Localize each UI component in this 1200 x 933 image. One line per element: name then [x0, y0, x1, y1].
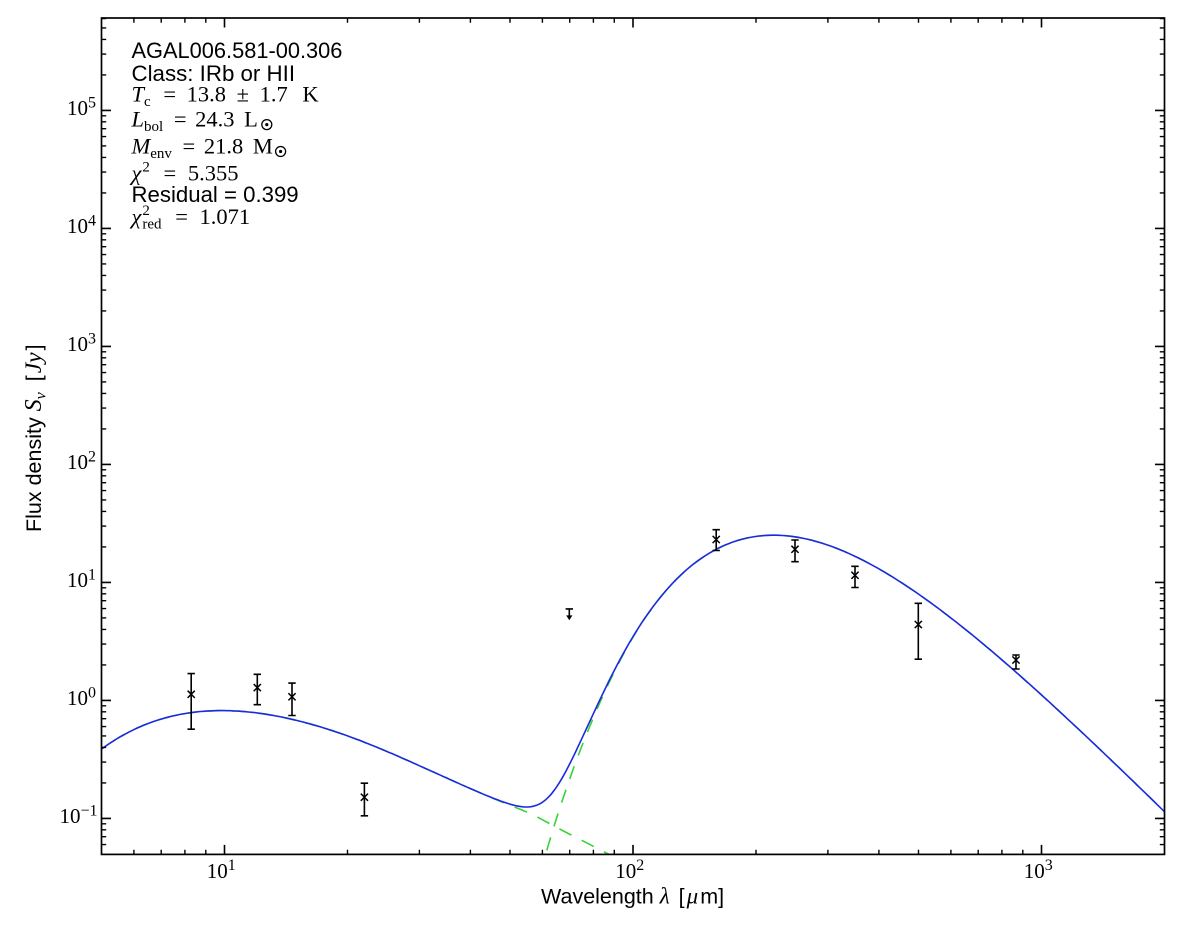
svg-text:Class: IRb or HII: Class: IRb or HII: [132, 61, 296, 86]
svg-text:Tc = 13.8 ± 1.7 K: Tc = 13.8 ± 1.7 K: [132, 82, 320, 111]
svg-text:Flux density Sν [Jy]: Flux density Sν [Jy]: [21, 344, 50, 532]
svg-text:AGAL006.581-00.306: AGAL006.581-00.306: [132, 38, 343, 63]
svg-text:Menv = 21.8 M: Menv = 21.8 M: [131, 134, 273, 163]
svg-text:Residual = 0.399: Residual = 0.399: [132, 182, 299, 207]
svg-text:Wavelength λ [μm]: Wavelength λ [μm]: [541, 884, 724, 909]
svg-text:χ2 = 5.355: χ2 = 5.355: [130, 159, 239, 185]
svg-text:Lbol = 24.3 L: Lbol = 24.3 L: [131, 107, 258, 136]
